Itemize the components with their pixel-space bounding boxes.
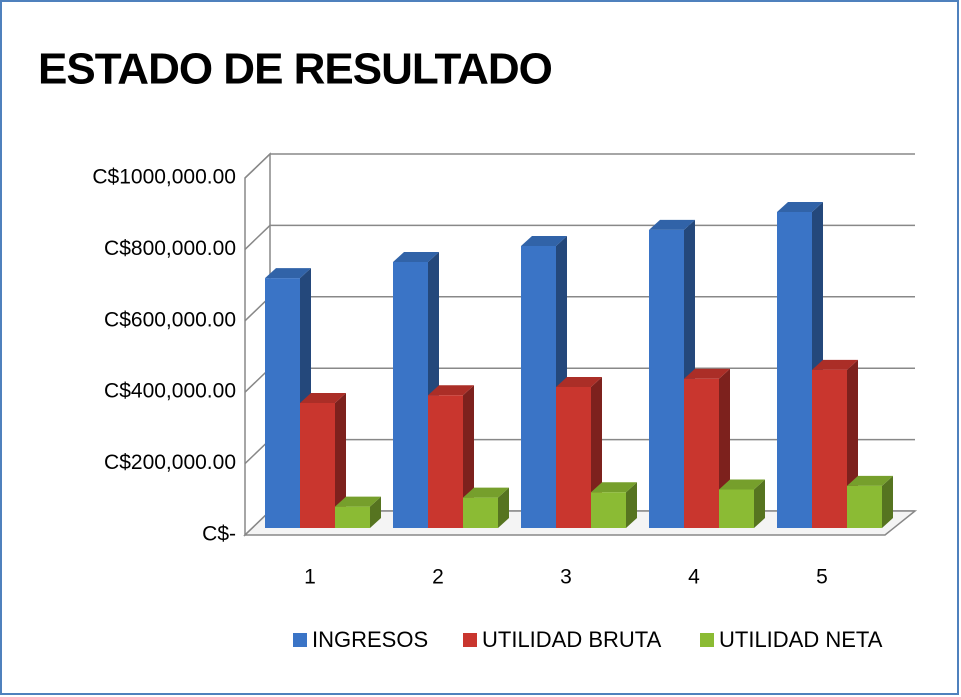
bar-face — [684, 368, 730, 379]
bar-face — [649, 219, 695, 230]
y-tick-label: C$200,000.00 — [104, 451, 236, 474]
bar-face — [521, 245, 556, 528]
x-tick-label: 4 — [688, 566, 700, 589]
grid-line — [244, 224, 915, 250]
bar-face — [626, 482, 637, 528]
bar-face — [556, 376, 602, 387]
bar-face — [265, 268, 311, 279]
y-tick-label: C$400,000.00 — [104, 380, 236, 403]
bar-face — [556, 386, 591, 528]
x-tick-label: 1 — [304, 566, 316, 589]
y-tick-label: C$800,000.00 — [104, 237, 236, 260]
legend-label: UTILIDAD BRUTA — [482, 627, 662, 652]
bar — [719, 479, 765, 528]
bar-face — [777, 202, 823, 213]
bar — [591, 482, 637, 528]
bar-face — [754, 479, 765, 528]
y-tick-label: C$1000,000.00 — [92, 166, 236, 189]
bar — [428, 385, 474, 528]
bar-face — [300, 393, 346, 404]
y-tick-label: C$- — [202, 523, 236, 546]
bar-face — [719, 489, 754, 528]
bar — [847, 475, 893, 528]
bar-face — [521, 235, 567, 246]
bar — [300, 393, 346, 528]
bar-face — [719, 479, 765, 490]
legend-label: INGRESOS — [312, 627, 428, 652]
bar-face — [498, 487, 509, 528]
bar-face — [684, 378, 719, 528]
bar-face — [591, 482, 637, 493]
legend-swatch — [293, 633, 307, 647]
bar-face — [882, 475, 893, 528]
bar-face — [463, 497, 498, 528]
bar-face — [335, 393, 346, 528]
bar-face — [393, 262, 428, 528]
grid-line — [244, 153, 915, 179]
bar-face — [463, 487, 509, 498]
chart-title: ESTADO DE RESULTADO — [38, 45, 552, 94]
x-tick-label: 5 — [816, 566, 828, 589]
legend-swatch — [463, 633, 477, 647]
bar-face — [393, 252, 439, 263]
bar-face — [300, 403, 335, 528]
bar — [335, 496, 381, 528]
bar-face — [428, 395, 463, 528]
y-tick-label: C$600,000.00 — [104, 308, 236, 331]
bar-face — [335, 506, 370, 528]
x-tick-label: 2 — [432, 566, 444, 589]
bar-face — [847, 485, 882, 528]
legend-label: UTILIDAD NETA — [719, 627, 883, 652]
bar-face — [370, 496, 381, 528]
bar-face — [335, 496, 381, 507]
bar-face — [649, 229, 684, 528]
bar-face — [812, 369, 847, 528]
bar — [463, 487, 509, 528]
x-tick-label: 3 — [560, 566, 572, 589]
bar-face — [265, 278, 300, 528]
bar-face — [591, 492, 626, 528]
bar-face — [847, 475, 893, 486]
bar-face — [428, 385, 474, 396]
legend-swatch — [700, 633, 714, 647]
bar-face — [812, 359, 858, 370]
bar-face — [777, 212, 812, 528]
